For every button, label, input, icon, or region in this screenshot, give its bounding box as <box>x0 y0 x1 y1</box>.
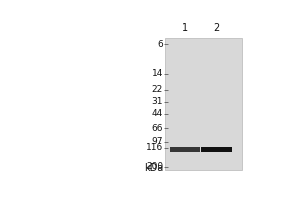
Text: 66: 66 <box>152 124 163 133</box>
Text: 31: 31 <box>152 97 163 106</box>
Text: 22: 22 <box>152 85 163 94</box>
Text: 44: 44 <box>152 109 163 118</box>
Text: 97: 97 <box>152 137 163 146</box>
Text: 6: 6 <box>157 40 163 49</box>
Text: kDa: kDa <box>144 163 163 173</box>
Bar <box>165 38 242 170</box>
Text: 2: 2 <box>213 23 220 33</box>
Text: 200: 200 <box>146 162 163 171</box>
Bar <box>201 147 232 152</box>
Text: 116: 116 <box>146 143 163 152</box>
Text: 14: 14 <box>152 69 163 78</box>
Text: 1: 1 <box>182 23 188 33</box>
Bar <box>170 147 200 152</box>
